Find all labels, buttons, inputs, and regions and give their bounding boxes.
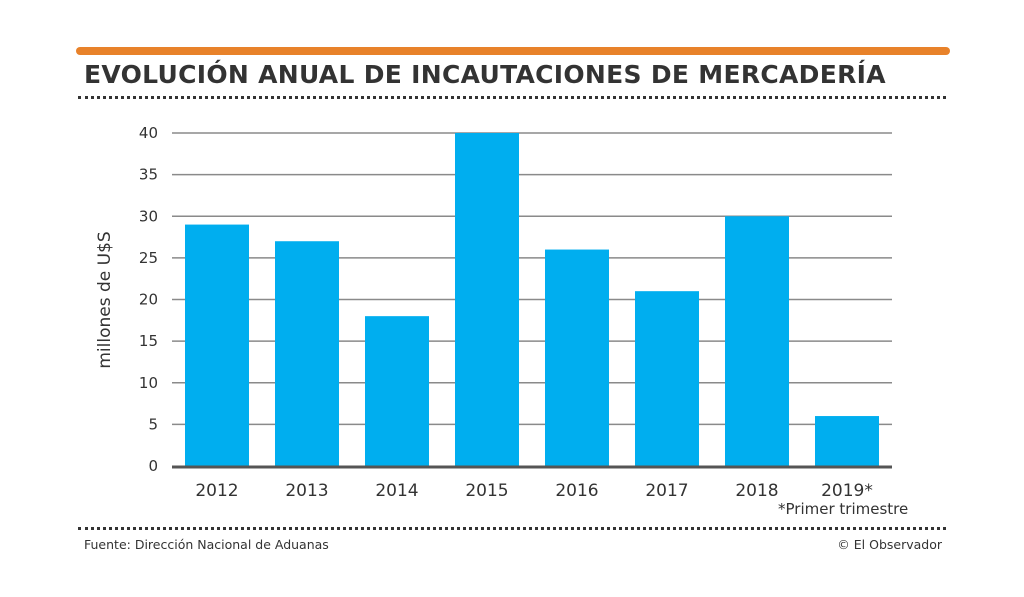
x-tick-label: 2016 (555, 481, 598, 501)
y-tick-label: 35 (139, 166, 158, 184)
y-tick-label: 30 (139, 207, 158, 225)
bar-2019 (815, 416, 879, 466)
chart-title: EVOLUCIÓN ANUAL DE INCAUTACIONES DE MERC… (84, 60, 886, 89)
x-tick-label: 2018 (735, 481, 778, 501)
bars (185, 133, 879, 466)
y-tick-label: 40 (139, 124, 158, 142)
bar-2015 (455, 133, 519, 466)
y-tick-labels: 0 5 10 15 20 25 30 35 40 (139, 124, 158, 475)
y-axis-title: millones de U$S (95, 231, 115, 368)
y-tick-label: 10 (139, 374, 158, 392)
bar-2014 (365, 316, 429, 466)
bar-2018 (725, 216, 789, 466)
y-tick-label: 25 (139, 249, 158, 267)
bar-2013 (275, 241, 339, 466)
y-tick-label: 20 (139, 291, 158, 309)
header-accent-bar (76, 47, 950, 55)
footer-divider (78, 527, 946, 530)
x-tick-label: 2013 (285, 481, 328, 501)
title-divider (78, 96, 946, 99)
footnote: *Primer trimestre (778, 500, 909, 518)
bar-2012 (185, 224, 249, 466)
bar-2017 (635, 291, 699, 466)
bar-2016 (545, 249, 609, 466)
y-tick-label: 0 (148, 457, 158, 475)
credit-text: © El Observador (837, 537, 942, 552)
x-tick-labels: 2012 2013 2014 2015 2016 2017 2018 2019* (195, 481, 873, 501)
x-tick-label: 2017 (645, 481, 688, 501)
x-tick-label: 2015 (465, 481, 508, 501)
source-text: Fuente: Dirección Nacional de Aduanas (84, 537, 329, 552)
x-tick-label: 2014 (375, 481, 418, 501)
x-tick-label: 2019* (821, 481, 873, 501)
y-tick-label: 15 (139, 332, 158, 350)
y-tick-label: 5 (148, 415, 158, 433)
x-tick-label: 2012 (195, 481, 238, 501)
